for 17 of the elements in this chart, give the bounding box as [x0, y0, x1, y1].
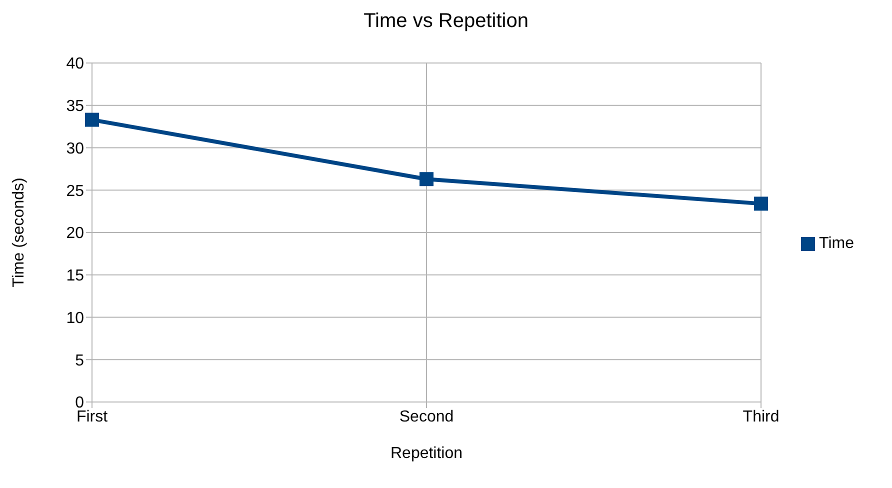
- x-tick-label: Third: [742, 408, 780, 426]
- y-tick-label: 25: [66, 182, 84, 200]
- chart-title: Time vs Repetition: [362, 10, 530, 33]
- y-tick-label: 15: [66, 268, 84, 285]
- x-axis-title: Repetition: [390, 445, 463, 462]
- y-tick-label: 40: [66, 56, 84, 73]
- point: [754, 196, 768, 211]
- y-axis-title: Time (seconds): [10, 178, 28, 288]
- y-tick-label: 30: [66, 140, 84, 158]
- legend-label: Time: [819, 235, 854, 252]
- y-tick-label: 5: [75, 352, 84, 370]
- point: [420, 172, 434, 186]
- y-tick-label: 10: [66, 310, 84, 327]
- y-tick-label: 35: [66, 98, 84, 116]
- y-tick-label: 20: [66, 225, 84, 242]
- point: [85, 112, 99, 127]
- x-tick-label: Second: [399, 408, 454, 426]
